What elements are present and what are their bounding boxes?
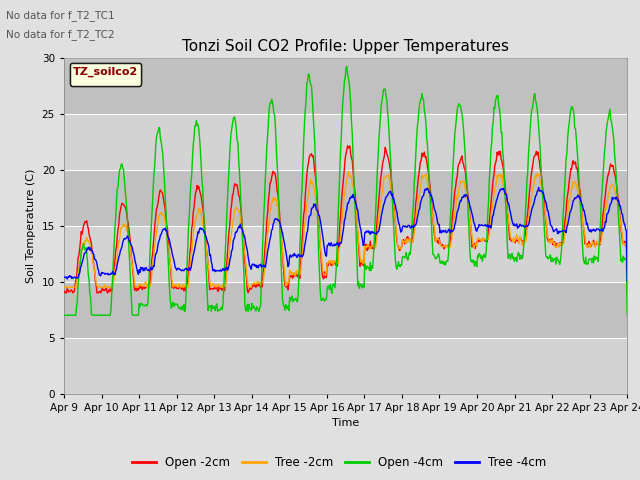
Legend:  <box>70 63 141 85</box>
Bar <box>64 58 627 114</box>
Legend: Open -2cm, Tree -2cm, Open -4cm, Tree -4cm: Open -2cm, Tree -2cm, Open -4cm, Tree -4… <box>127 452 551 474</box>
Y-axis label: Soil Temperature (C): Soil Temperature (C) <box>26 168 36 283</box>
Bar <box>64 169 627 226</box>
Title: Tonzi Soil CO2 Profile: Upper Temperatures: Tonzi Soil CO2 Profile: Upper Temperatur… <box>182 39 509 54</box>
Bar <box>64 282 627 337</box>
X-axis label: Time: Time <box>332 418 359 428</box>
Text: No data for f_T2_TC1: No data for f_T2_TC1 <box>6 10 115 21</box>
Text: No data for f_T2_TC2: No data for f_T2_TC2 <box>6 29 115 40</box>
